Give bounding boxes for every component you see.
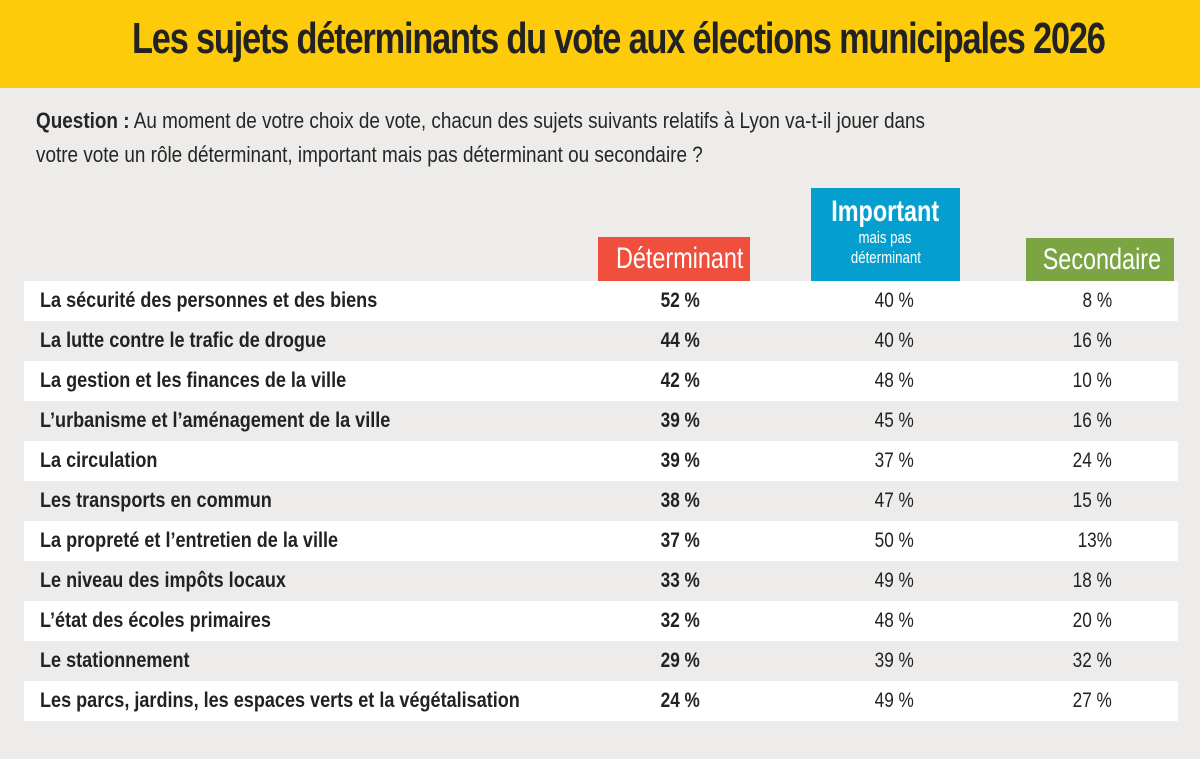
row-label: Le stationnement [40,649,190,672]
table-row: L’état des écoles primaires 32 % 48 % 20 % [24,601,1178,641]
table-row: L’urbanisme et l’aménagement de la ville… [24,401,1178,441]
value-determinant: 38 % [660,489,700,512]
value-secondaire: 13% [1077,529,1112,552]
column-header-secondaire: Secondaire [1026,238,1174,281]
column-header-important-sub2: déterminant [850,248,921,267]
column-header-important: Important mais pas déterminant [811,188,960,281]
column-header-important-sub1: mais pas [858,228,913,247]
value-important: 48 % [874,369,914,392]
value-determinant: 44 % [660,329,700,352]
results-table: La sécurité des personnes et des biens 52… [24,281,1178,721]
question-body-line2: votre vote un rôle déterminant, importan… [36,142,703,167]
table-row: La propreté et l’entretien de la ville 37… [24,521,1178,561]
table-row: La lutte contre le trafic de drogue 44 % 4… [24,321,1178,361]
question-text: Question : Au moment de votre choix de v… [36,104,1025,172]
value-secondaire: 10 % [1072,369,1112,392]
row-label: Les transports en commun [40,489,272,512]
value-important: 48 % [874,609,914,632]
value-important: 45 % [874,409,914,432]
table-row: Les transports en commun 38 % 47 % 15 % [24,481,1178,521]
value-important: 37 % [874,449,914,472]
value-secondaire: 16 % [1072,409,1112,432]
value-secondaire: 18 % [1072,569,1112,592]
table-row: Le niveau des impôts locaux 33 % 49 % 18 % [24,561,1178,601]
value-important: 40 % [874,329,914,352]
value-secondaire: 8 % [1082,289,1112,312]
column-header-important-label: Important [831,195,940,228]
title-banner: Les sujets déterminants du vote aux élec… [0,0,1200,88]
table-row: Les parcs, jardins, les espaces verts et… [24,681,1178,721]
value-determinant: 52 % [660,289,700,312]
row-label: Les parcs, jardins, les espaces verts et… [40,689,520,712]
value-important: 50 % [874,529,914,552]
value-secondaire: 32 % [1072,649,1112,672]
value-determinant: 33 % [660,569,700,592]
question-label: Question : [36,108,130,133]
value-determinant: 29 % [660,649,700,672]
row-label: La sécurité des personnes et des biens [40,289,378,312]
value-determinant: 24 % [660,689,700,712]
value-secondaire: 15 % [1072,489,1112,512]
table-row: Le stationnement 29 % 39 % 32 % [24,641,1178,681]
value-important: 49 % [874,569,914,592]
value-determinant: 39 % [660,409,700,432]
row-label: L’état des écoles primaires [40,609,271,632]
value-important: 39 % [874,649,914,672]
value-secondaire: 24 % [1072,449,1112,472]
table-row: La sécurité des personnes et des biens 52… [24,281,1178,321]
value-determinant: 39 % [660,449,700,472]
question-body-line1: Au moment de votre choix de vote, chacun… [133,108,925,133]
value-secondaire: 20 % [1072,609,1112,632]
page-title: Les sujets déterminants du vote aux élec… [132,14,1106,63]
value-determinant: 32 % [660,609,700,632]
row-label: L’urbanisme et l’aménagement de la ville [40,409,391,432]
table-row: La gestion et les finances de la ville 42… [24,361,1178,401]
value-secondaire: 27 % [1072,689,1112,712]
value-secondaire: 16 % [1072,329,1112,352]
column-header-secondaire-label: Secondaire [1042,243,1162,276]
table-row: La circulation 39 % 37 % 24 % [24,441,1178,481]
value-important: 40 % [874,289,914,312]
row-label: La gestion et les finances de la ville [40,369,347,392]
row-label: La circulation [40,449,158,472]
value-determinant: 42 % [660,369,700,392]
row-label: La lutte contre le trafic de drogue [40,329,327,352]
value-important: 47 % [874,489,914,512]
column-header-determinant-label: Déterminant [615,242,744,275]
column-header-determinant: Déterminant [598,237,750,281]
row-label: Le niveau des impôts locaux [40,569,286,592]
value-determinant: 37 % [660,529,700,552]
row-label: La propreté et l’entretien de la ville [40,529,339,552]
value-important: 49 % [874,689,914,712]
